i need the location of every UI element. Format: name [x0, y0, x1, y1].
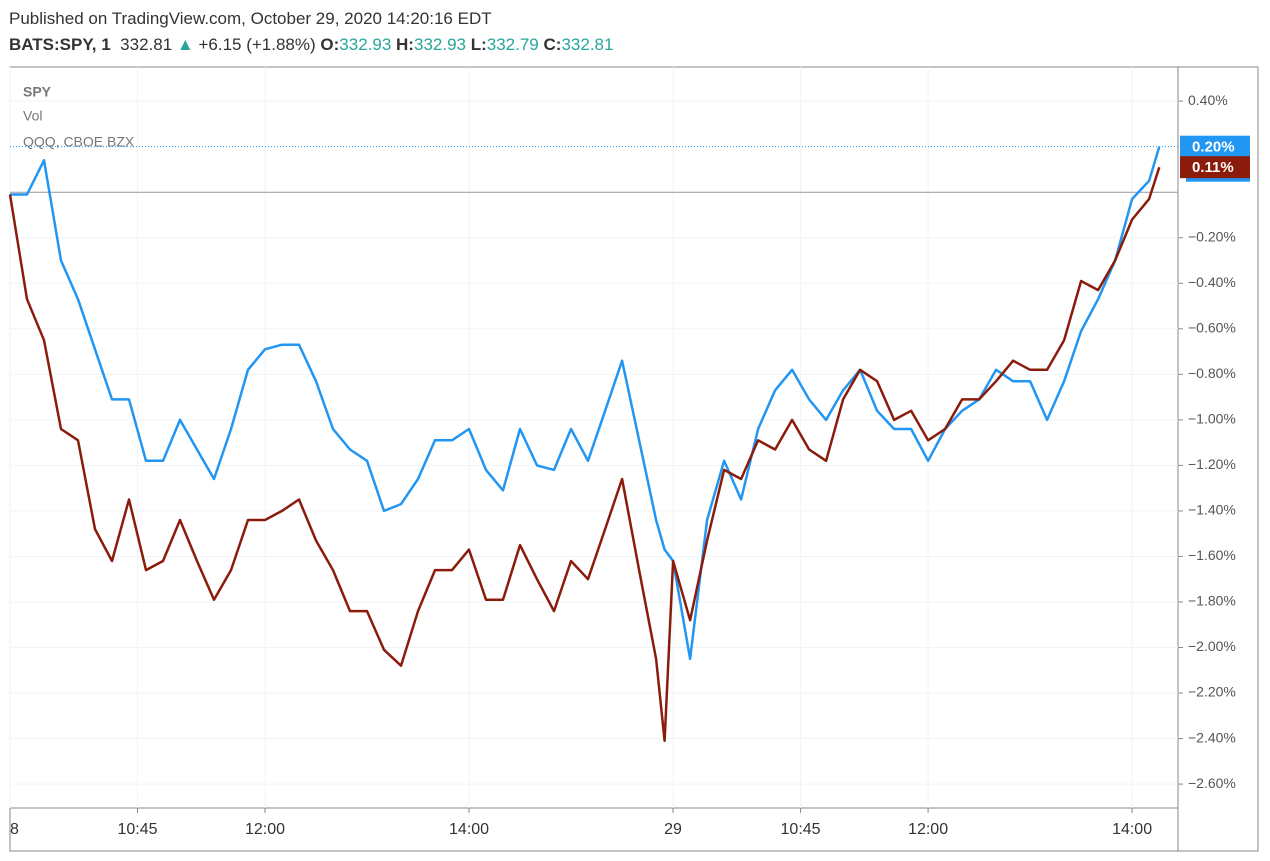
x-tick-label: 10:45	[117, 821, 157, 838]
high: 332.93	[413, 35, 466, 54]
y-tick-label: −0.80%	[1188, 365, 1236, 381]
frame	[9, 66, 1259, 852]
x-tick-label: 29	[664, 821, 682, 838]
x-tick-label: 8	[10, 821, 19, 838]
legend-vol: Vol	[23, 108, 42, 124]
series-line	[8, 166, 1161, 743]
x-tick-label: 14:00	[1112, 821, 1152, 838]
y-tick-label: 0.40%	[1188, 92, 1228, 108]
y-tick-label: −2.60%	[1188, 775, 1236, 791]
legend-spy: SPY	[23, 84, 52, 100]
h-label: H:	[396, 35, 414, 54]
l-label: L:	[470, 35, 487, 54]
o-label: O:	[320, 35, 340, 54]
price-tag	[1180, 135, 1250, 158]
price-tag-label: 0.20%	[1192, 139, 1235, 156]
y-tick-label: −2.40%	[1188, 729, 1236, 745]
price-tag-label: 0.11%	[1192, 159, 1234, 176]
symbol: BATS:SPY, 1	[9, 35, 111, 54]
y-tick-label: −1.40%	[1188, 502, 1236, 518]
x-tick-label: 14:00	[449, 821, 489, 838]
header: Published on TradingView.com, October 29…	[9, 6, 613, 58]
quote-line: BATS:SPY, 1 332.81 ▲ +6.15 (+1.88%) O:33…	[9, 32, 613, 58]
y-tick-label: −1.00%	[1188, 411, 1236, 427]
series-line	[10, 146, 1161, 661]
arrow: ▲	[176, 35, 194, 54]
y-tick-label: −1.60%	[1188, 547, 1236, 563]
last: 332.81	[120, 35, 173, 54]
y-tick-label: −1.80%	[1188, 593, 1236, 609]
c-label: C:	[543, 35, 562, 54]
y-tick-label: −0.40%	[1188, 274, 1236, 290]
y-tick-label: −1.20%	[1188, 456, 1236, 472]
x-tick-label: 12:00	[908, 821, 948, 838]
y-tick-label: −0.20%	[1188, 228, 1236, 244]
open: 332.93	[339, 35, 392, 54]
y-tick-label: −2.00%	[1188, 638, 1236, 654]
published: Published on TradingView.com, October 29…	[9, 9, 492, 28]
change: +6.15 (+1.88%)	[198, 35, 316, 54]
y-tick-label: −2.20%	[1188, 684, 1236, 700]
price-tag	[1180, 156, 1250, 179]
low: 332.79	[486, 35, 539, 54]
y-tick-label: −0.60%	[1188, 320, 1236, 336]
x-tick-label: 10:45	[781, 821, 821, 838]
close: 332.81	[561, 35, 614, 54]
x-tick-label: 12:00	[245, 821, 285, 838]
legend-qqq: QQQ, CBOE BZX	[23, 134, 135, 150]
